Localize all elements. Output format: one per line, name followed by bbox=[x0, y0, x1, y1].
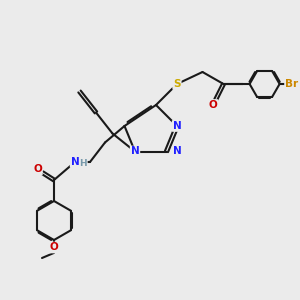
Text: N: N bbox=[70, 157, 80, 167]
Text: O: O bbox=[50, 242, 58, 253]
Text: N: N bbox=[172, 121, 182, 131]
Text: O: O bbox=[33, 164, 42, 175]
Text: O: O bbox=[208, 100, 217, 110]
Text: S: S bbox=[173, 79, 181, 89]
Text: N: N bbox=[172, 146, 182, 157]
Text: N: N bbox=[130, 146, 140, 157]
Text: H: H bbox=[80, 159, 87, 168]
Text: Br: Br bbox=[285, 79, 298, 89]
